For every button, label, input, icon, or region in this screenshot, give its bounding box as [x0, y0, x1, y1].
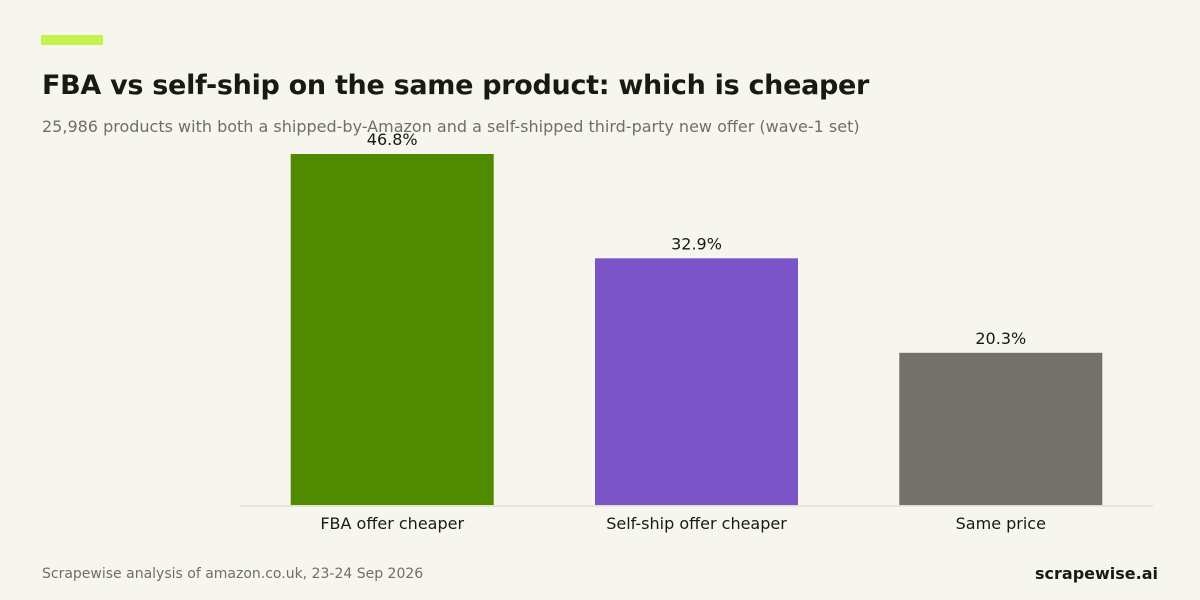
- bars-layer: 46.8% FBA offer cheaper 32.9% Self-ship off…: [290, 130, 1103, 533]
- bar-3: [899, 352, 1103, 506]
- accent-bar: [41, 35, 103, 45]
- x-tick-label-1: FBA offer cheaper: [320, 514, 464, 533]
- source-note: Scrapewise analysis of amazon.co.uk, 23-…: [42, 566, 424, 582]
- x-tick-label-3: Same price: [956, 514, 1046, 533]
- data-label-2: 32.9%: [671, 234, 722, 253]
- data-label-1: 46.8%: [367, 130, 418, 149]
- chart-subtitle: 25,986 products with both a shipped-by-A…: [42, 117, 860, 136]
- bar-2: [595, 258, 798, 506]
- data-label-3: 20.3%: [975, 329, 1026, 348]
- chart-title: FBA vs self-ship on the same product: wh…: [42, 70, 870, 101]
- bar-1: [290, 154, 494, 505]
- brand-logo-text: scrapewise.ai: [1035, 564, 1158, 583]
- x-tick-label-2: Self-ship offer cheaper: [606, 514, 787, 533]
